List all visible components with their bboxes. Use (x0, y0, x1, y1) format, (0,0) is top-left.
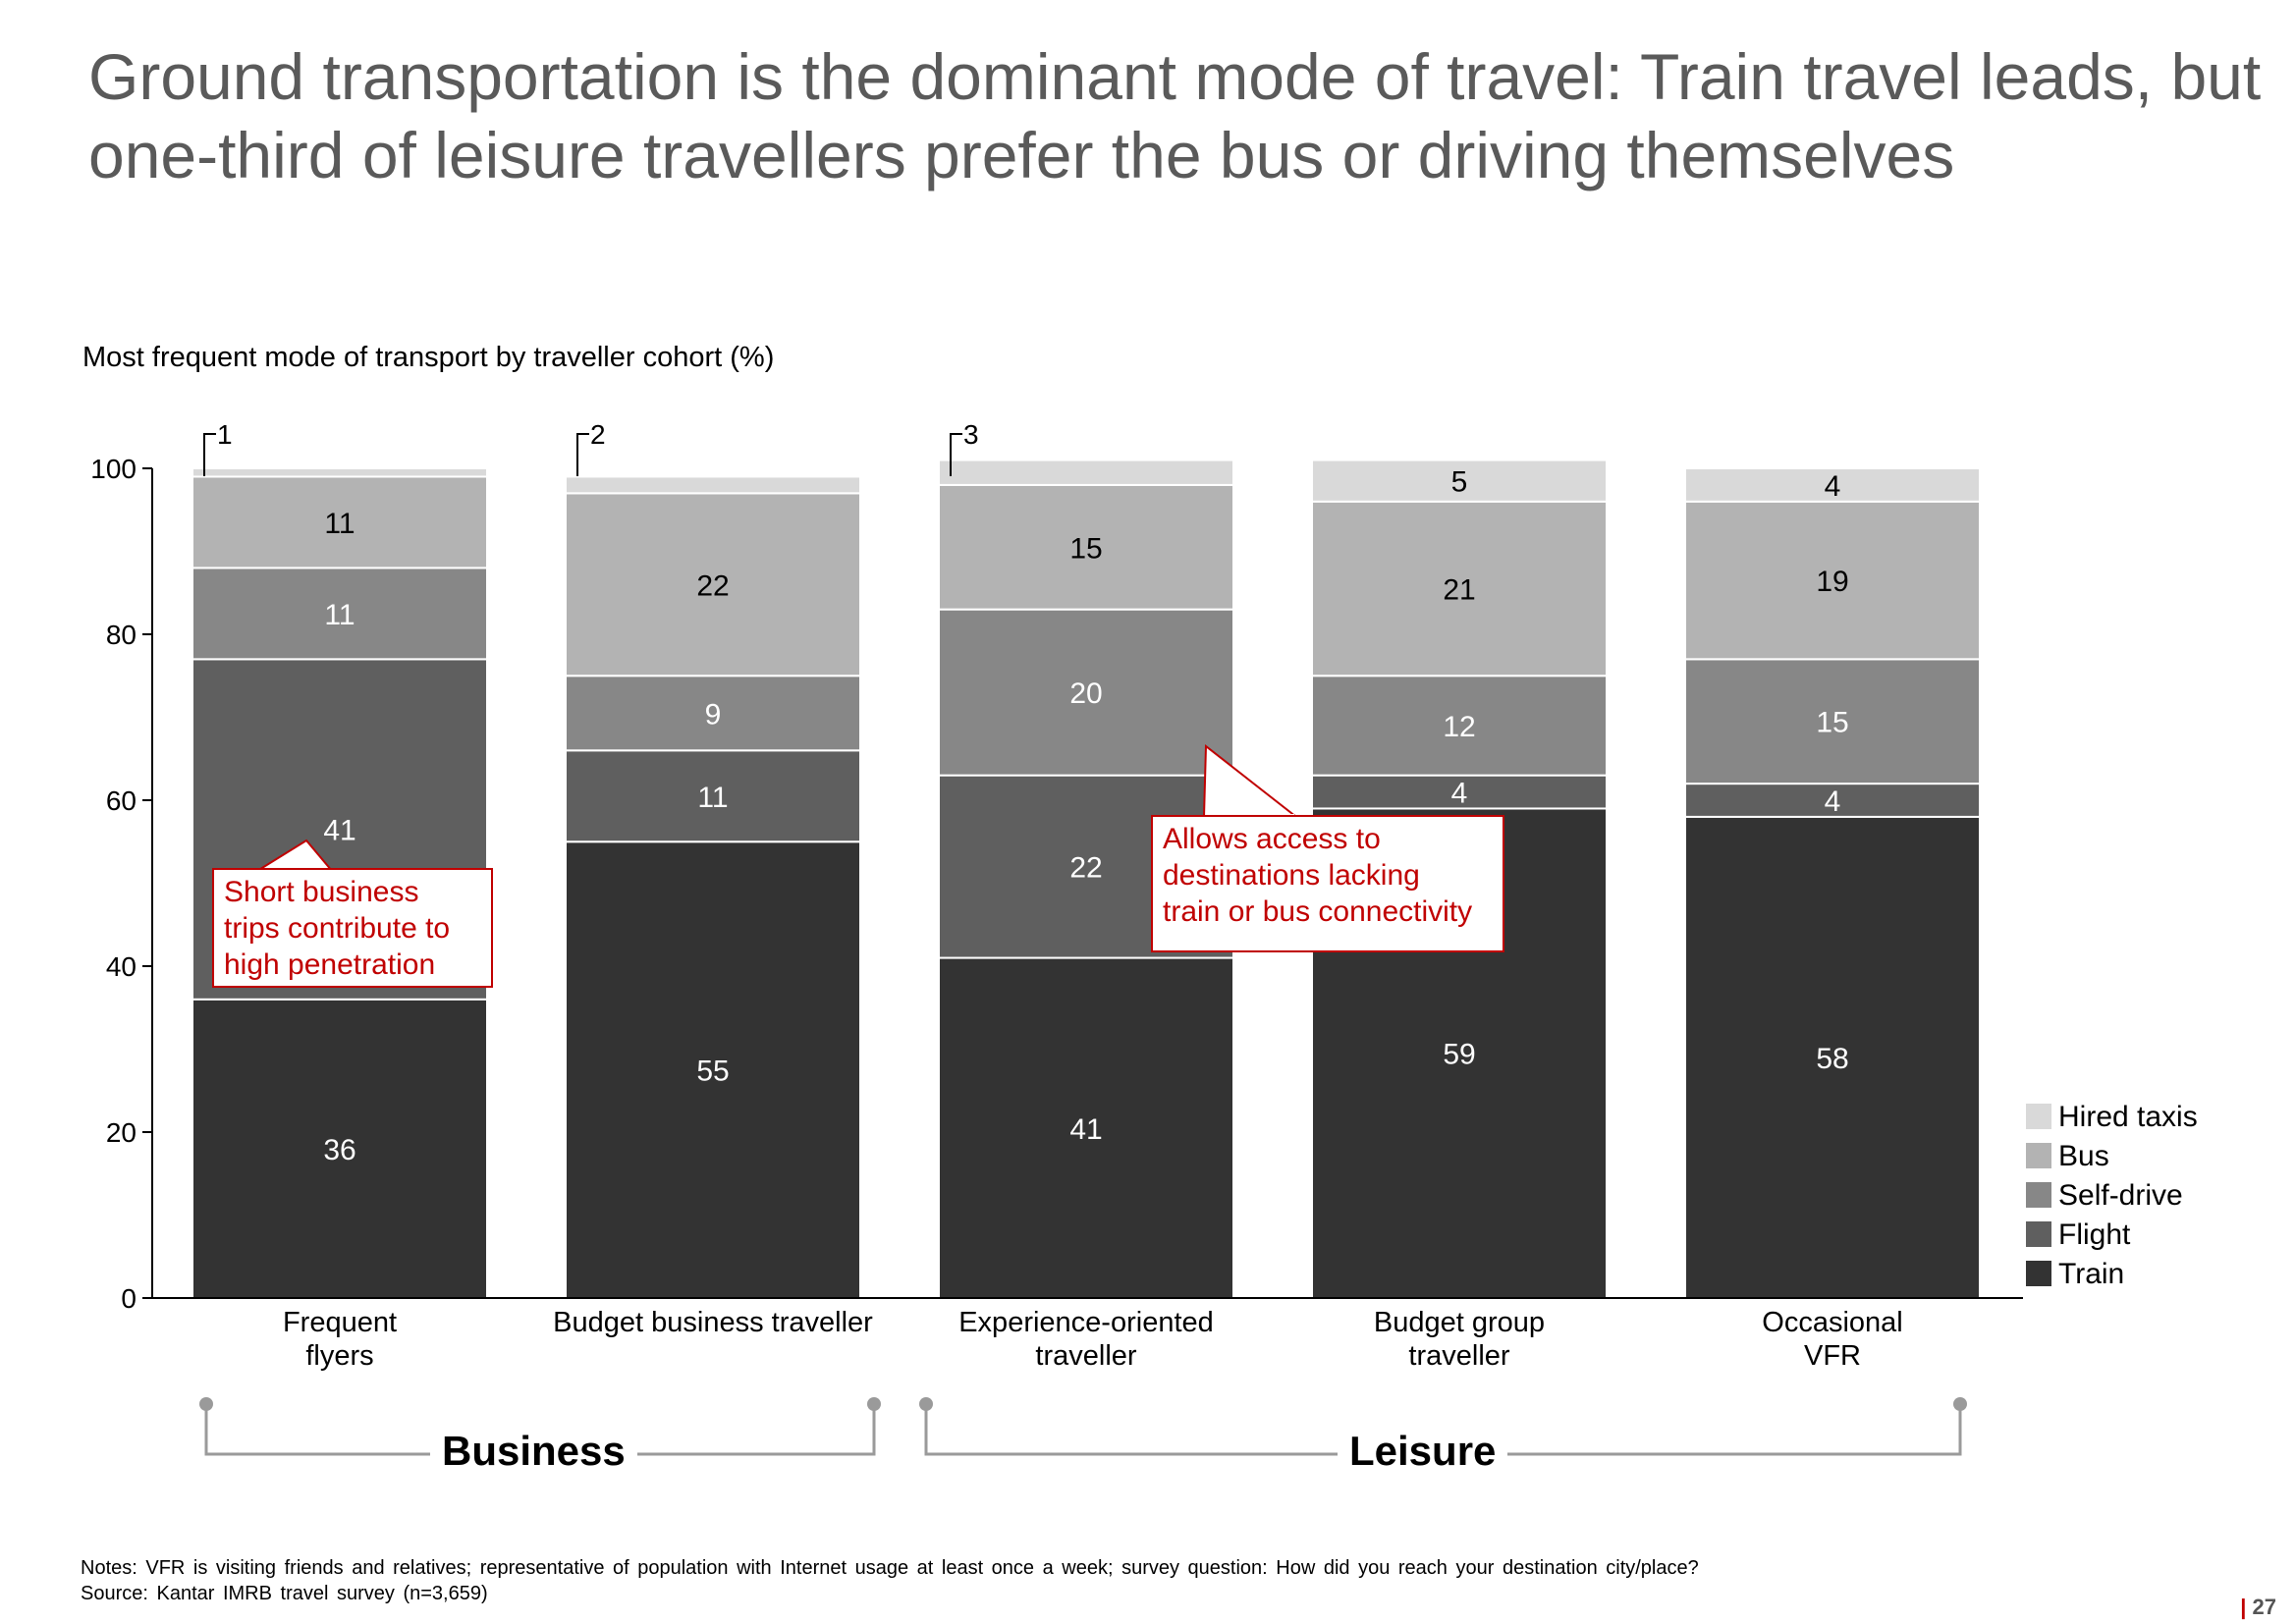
data-label: 4 (1825, 470, 1841, 503)
legend-label: Train (2058, 1258, 2124, 1290)
bar-segment-bus (191, 475, 488, 569)
x-tick-label: Experience-oriented traveller (958, 1307, 1214, 1372)
group-label-business: Business (430, 1428, 637, 1475)
x-tick-label: Occasional VFR (1762, 1307, 1902, 1372)
legend-swatch-flight (2026, 1221, 2051, 1247)
bar-segment-flight (565, 749, 861, 843)
data-label: 58 (1816, 1043, 1848, 1075)
bar-segment-bus (938, 483, 1234, 611)
bar-segment-train (191, 998, 488, 1299)
data-label: 41 (1069, 1113, 1102, 1146)
notes-line: Notes: VFR is visiting friends and relat… (81, 1557, 1699, 1579)
y-tick-label: 20 (106, 1117, 137, 1148)
source-line: Source: Kantar IMRB travel survey (n=3,6… (81, 1583, 488, 1604)
y-tick-label: 100 (90, 454, 137, 484)
y-tick-label: 0 (121, 1283, 137, 1314)
data-label: 21 (1443, 574, 1475, 607)
legend-swatch-bus (2026, 1143, 2051, 1168)
data-label: 11 (697, 782, 728, 814)
x-tick-label: Budget group traveller (1374, 1307, 1545, 1372)
legend-swatch-self-drive (2026, 1182, 2051, 1208)
bar-segment-bus (1684, 500, 1981, 661)
legend-label: Flight (2058, 1218, 2131, 1251)
data-label: 15 (1816, 707, 1848, 739)
bar-segment-hired-taxis (1311, 459, 1608, 503)
bar-segment-self-drive (1311, 675, 1608, 777)
data-label: 20 (1069, 677, 1102, 710)
data-label: 22 (1069, 852, 1102, 885)
legend-swatch-train (2026, 1261, 2051, 1286)
data-label: 55 (696, 1056, 729, 1088)
annotation-short-business: Short business trips contribute to high … (212, 868, 493, 988)
bar-segment-bus (565, 492, 861, 677)
footnote-marker: 3 (963, 419, 979, 450)
data-label: 15 (1069, 532, 1102, 565)
data-label: 11 (324, 599, 355, 631)
data-label: 59 (1443, 1039, 1475, 1071)
bar-segment-hired-taxis (565, 475, 861, 495)
bar-segment-hired-taxis (1684, 467, 1981, 503)
group-label-leisure: Leisure (1338, 1428, 1508, 1475)
data-label: 22 (696, 569, 729, 602)
data-label: 9 (705, 698, 722, 731)
y-tick-label: 60 (106, 785, 137, 816)
x-tick-label: Budget business traveller (553, 1307, 873, 1338)
data-label: 41 (323, 815, 355, 847)
y-tick-label: 40 (106, 951, 137, 982)
data-label: 4 (1825, 785, 1841, 818)
bar-segment-self-drive (191, 567, 488, 661)
bar-segment-train (1684, 815, 1981, 1300)
notes: Notes: VFR is visiting friends and relat… (81, 1555, 1699, 1606)
footnote-bracket (203, 433, 216, 476)
chart-title: Most frequent mode of transport by trave… (82, 342, 775, 373)
data-label: 11 (324, 508, 355, 540)
data-label: 19 (1816, 566, 1848, 598)
page-number-value: 27 (2252, 1595, 2276, 1619)
legend-label: Hired taxis (2058, 1101, 2198, 1133)
y-tick-label: 80 (106, 620, 137, 650)
footnote-marker: 1 (217, 419, 233, 450)
page-title: Ground transportation is the dominant mo… (88, 40, 2262, 191)
legend-label: Self-drive (2058, 1179, 2183, 1212)
annotation-allows-access: Allows access to destinations lacking tr… (1151, 815, 1504, 952)
bar-segment-train (938, 956, 1234, 1299)
bar-segment-hired-taxis (938, 459, 1234, 486)
bar-segment-bus (1311, 500, 1608, 677)
data-label: 5 (1451, 466, 1468, 499)
page-number: | 27 (2240, 1595, 2276, 1620)
legend-label: Bus (2058, 1140, 2109, 1172)
footnote-bracket (576, 433, 589, 476)
data-label: 12 (1443, 711, 1475, 743)
bar-segment-hired-taxis (191, 467, 488, 478)
legend-swatch-hired-taxis (2026, 1104, 2051, 1129)
bar-segment-flight (1684, 783, 1981, 818)
bar-segment-self-drive (1684, 658, 1981, 785)
data-label: 36 (323, 1134, 355, 1166)
callout-pointer (1202, 743, 1299, 818)
footnote-marker: 2 (590, 419, 606, 450)
data-label: 4 (1451, 778, 1468, 810)
x-tick-label: Frequent flyers (283, 1307, 397, 1372)
page-number-bar: | (2240, 1595, 2247, 1619)
bar-segment-flight (1311, 774, 1608, 810)
footnote-bracket (950, 433, 962, 476)
